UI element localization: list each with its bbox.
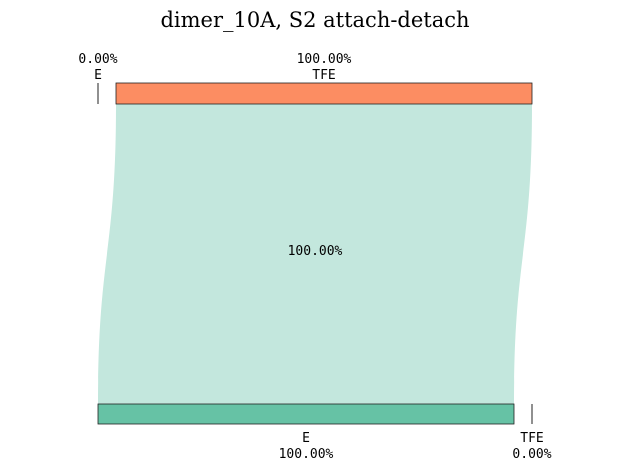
bottom-node-e-percent: 100.00% [279, 447, 334, 462]
chart-title: dimer_10A, S2 attach-detach [160, 8, 469, 32]
top-node-e-percent: 0.00% [78, 52, 117, 67]
flow-label: 100.00% [288, 244, 343, 259]
top-node-tfe-percent: 100.00% [297, 52, 352, 67]
top-node-tfe-label: TFE [312, 68, 335, 83]
bottom-node-e-label: E [302, 431, 310, 446]
bottom-node-tfe-label: TFE [520, 431, 543, 446]
top-node-e-label: E [94, 68, 102, 83]
flow-band-tfe-to-e [98, 104, 532, 404]
bottom-node-tfe-percent: 0.00% [512, 447, 551, 462]
bottom-node-e-bar [97, 403, 515, 425]
top-node-tfe-bar [115, 82, 533, 105]
